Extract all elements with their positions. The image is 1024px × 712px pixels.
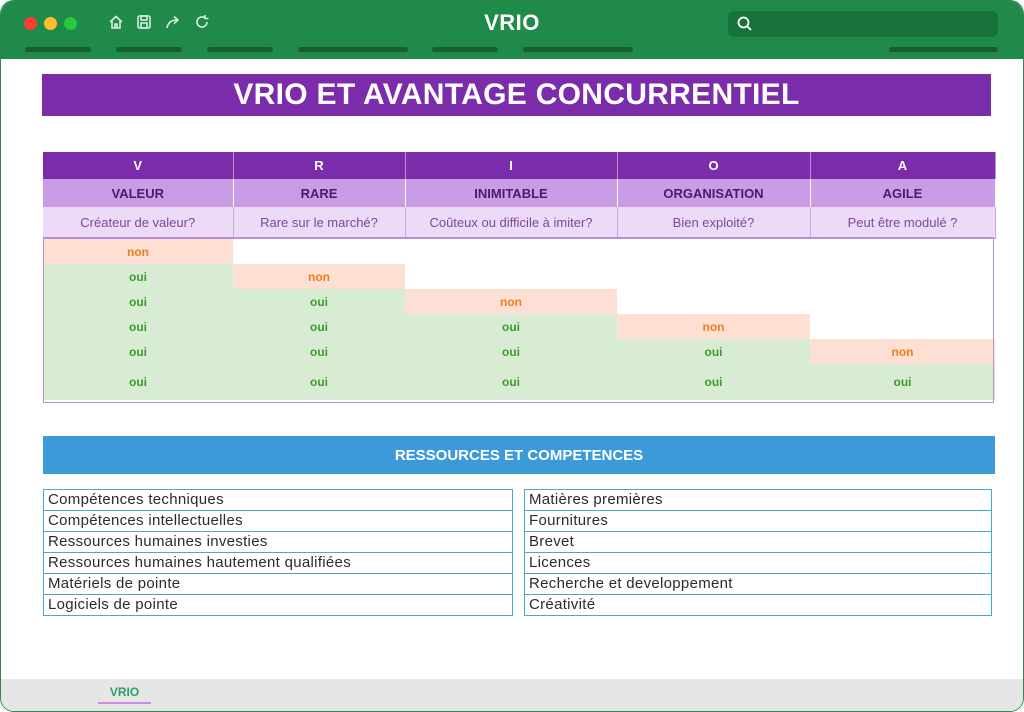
column-name: VALEUR — [43, 179, 234, 207]
column-question: Rare sur le marché? — [233, 207, 406, 239]
empty-cell[interactable] — [617, 238, 810, 264]
resource-item[interactable]: Licences — [524, 553, 992, 574]
empty-cell[interactable] — [405, 238, 617, 264]
vrio-result-cell[interactable]: oui — [43, 289, 233, 314]
column-letter: V — [43, 152, 234, 179]
column-name: ORGANISATION — [617, 179, 811, 207]
vrio-result-row: oui oui oui non — [43, 314, 995, 339]
vrio-result-cell[interactable]: oui — [233, 314, 405, 339]
refresh-icon[interactable] — [193, 13, 211, 31]
vrio-result-cell[interactable]: oui — [43, 364, 233, 400]
close-window-button[interactable] — [24, 17, 37, 30]
vrio-result-cell[interactable]: non — [405, 289, 617, 314]
menu-placeholder[interactable] — [889, 47, 998, 52]
menu-placeholder[interactable] — [523, 47, 633, 52]
vrio-result-row: oui oui oui oui oui — [43, 364, 995, 400]
share-icon[interactable] — [164, 13, 182, 31]
resource-item[interactable]: Matières premières — [524, 489, 992, 511]
empty-cell[interactable] — [810, 289, 995, 314]
maximize-window-button[interactable] — [64, 17, 77, 30]
menu-placeholder[interactable] — [432, 47, 498, 52]
empty-cell[interactable] — [233, 238, 405, 264]
vrio-result-row: oui oui non — [43, 289, 995, 314]
sheet-tabs-bar — [1, 679, 1023, 711]
empty-cell[interactable] — [810, 238, 995, 264]
vrio-result-cell[interactable]: oui — [405, 314, 617, 339]
search-icon[interactable] — [736, 15, 754, 33]
column-name: INIMITABLE — [405, 179, 618, 207]
vrio-result-cell[interactable]: oui — [233, 289, 405, 314]
empty-cell[interactable] — [405, 264, 617, 289]
menu-placeholder[interactable] — [25, 47, 91, 52]
resource-item[interactable]: Ressources humaines hautement qualifiées — [43, 553, 513, 574]
menu-placeholder[interactable] — [207, 47, 273, 52]
resources-header: RESSOURCES ET COMPETENCES — [43, 436, 995, 474]
vrio-result-cell[interactable]: non — [810, 339, 995, 364]
minimize-window-button[interactable] — [44, 17, 57, 30]
vrio-result-cell[interactable]: oui — [405, 364, 617, 400]
vrio-result-cell[interactable]: oui — [233, 364, 405, 400]
vrio-result-cell[interactable]: oui — [43, 339, 233, 364]
resource-item[interactable]: Ressources humaines investies — [43, 532, 513, 553]
column-name: AGILE — [810, 179, 996, 207]
resources-list-left: Compétences techniques Compétences intel… — [43, 489, 513, 616]
column-letter: O — [617, 152, 811, 179]
resource-item[interactable]: Fournitures — [524, 511, 992, 532]
column-letter: I — [405, 152, 618, 179]
page-title: VRIO ET AVANTAGE CONCURRENTIEL — [42, 74, 991, 116]
resources-list-right: Matières premières Fournitures Brevet Li… — [524, 489, 994, 616]
empty-cell[interactable] — [810, 264, 995, 289]
empty-cell[interactable] — [617, 289, 810, 314]
vrio-result-cell[interactable]: oui — [233, 339, 405, 364]
column-question: Bien exploité? — [617, 207, 811, 239]
resource-item[interactable]: Recherche et developpement — [524, 574, 992, 595]
vrio-result-row: oui oui oui oui non — [43, 339, 995, 364]
column-question: Créateur de valeur? — [43, 207, 234, 239]
vrio-result-cell[interactable]: oui — [405, 339, 617, 364]
search-box[interactable] — [728, 11, 998, 37]
column-name: RARE — [233, 179, 406, 207]
home-icon[interactable] — [107, 13, 125, 31]
vrio-result-row: non — [43, 238, 995, 264]
vrio-result-cell[interactable]: oui — [810, 364, 995, 400]
title-bar: VRIO — [1, 1, 1023, 59]
menu-placeholder[interactable] — [298, 47, 408, 52]
sheet-content: VRIO ET AVANTAGE CONCURRENTIEL V R I O A… — [1, 59, 1023, 679]
window-title: VRIO — [484, 10, 540, 35]
resource-item[interactable]: Compétences intellectuelles — [43, 511, 513, 532]
vrio-result-cell[interactable]: oui — [43, 264, 233, 289]
vrio-result-cell[interactable]: oui — [617, 339, 810, 364]
vrio-table: V R I O A VALEUR RARE INIMITABLE ORGANIS… — [43, 152, 996, 400]
vrio-result-cell[interactable]: oui — [43, 314, 233, 339]
resource-item[interactable]: Brevet — [524, 532, 992, 553]
resource-item[interactable]: Créativité — [524, 595, 992, 616]
column-question: Coûteux ou difficile à imiter? — [405, 207, 618, 239]
column-question: Peut être modulé ? — [810, 207, 996, 239]
sheet-tab-vrio[interactable]: VRIO — [98, 685, 151, 704]
save-icon[interactable] — [135, 13, 153, 31]
empty-cell[interactable] — [617, 264, 810, 289]
vrio-result-cell[interactable]: non — [43, 238, 233, 264]
resource-item[interactable]: Matériels de pointe — [43, 574, 513, 595]
column-letter: R — [233, 152, 406, 179]
vrio-result-cell[interactable]: non — [233, 264, 405, 289]
vrio-result-row: oui non — [43, 264, 995, 289]
vrio-result-cell[interactable]: oui — [617, 364, 810, 400]
resource-item[interactable]: Logiciels de pointe — [43, 595, 513, 616]
column-letter: A — [810, 152, 996, 179]
vrio-result-cell[interactable]: non — [617, 314, 810, 339]
resource-item[interactable]: Compétences techniques — [43, 489, 513, 511]
menu-placeholder[interactable] — [116, 47, 182, 52]
empty-cell[interactable] — [810, 314, 995, 339]
